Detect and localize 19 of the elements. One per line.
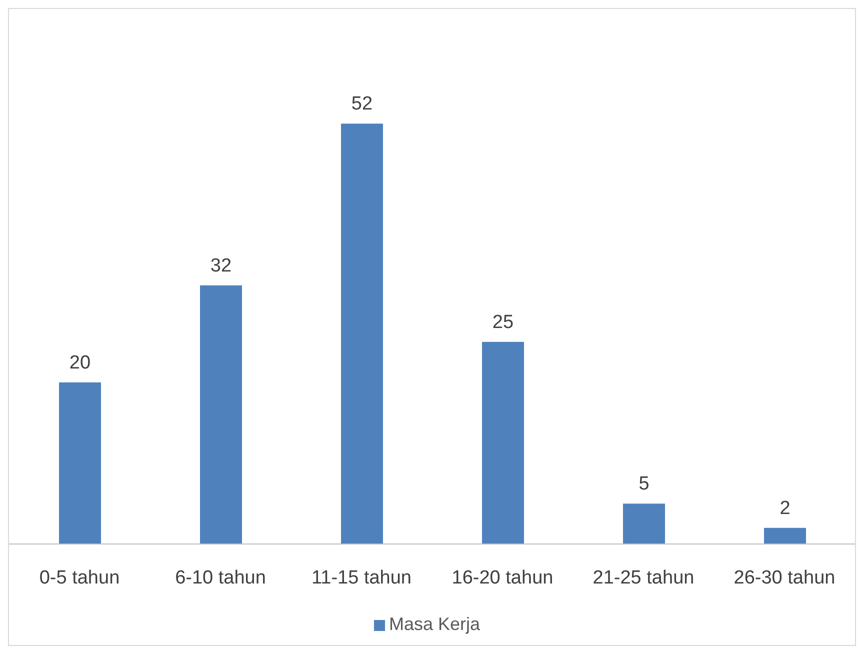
bar — [764, 528, 806, 544]
data-label: 52 — [351, 94, 373, 115]
bar — [341, 124, 383, 544]
x-tick-label: 26-30 tahun — [734, 567, 836, 588]
bar — [623, 504, 665, 544]
data-label: 32 — [210, 255, 232, 276]
data-label: 25 — [492, 312, 514, 333]
bar — [200, 285, 242, 544]
x-tick-label: 21-25 tahun — [592, 567, 694, 588]
x-tick-label: 0-5 tahun — [39, 567, 120, 588]
x-tick-label: 6-10 tahun — [175, 567, 266, 588]
legend-label: Masa Kerja — [388, 614, 480, 634]
x-tick-label: 16-20 tahun — [452, 567, 554, 588]
x-tick-label: 11-15 tahun — [311, 567, 412, 588]
bar — [59, 382, 101, 544]
data-label: 5 — [638, 474, 650, 495]
bar — [482, 342, 524, 544]
data-label: 20 — [69, 352, 91, 374]
data-label: 2 — [780, 498, 790, 519]
